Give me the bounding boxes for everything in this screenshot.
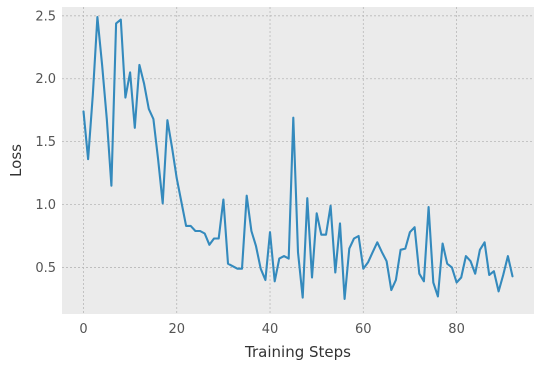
loss-series-line	[82, 16, 514, 300]
y-tick-label: 1.5	[35, 135, 56, 150]
y-tick-label: 0.5	[35, 261, 56, 276]
x-tick-label: 60	[355, 322, 372, 337]
x-tick-label: 20	[168, 322, 185, 337]
tick-labels: 0 20 40 60 80 0.5 1.0 1.5 2.0 2.5	[35, 9, 465, 337]
y-tick-label: 1.0	[35, 198, 56, 213]
y-tick-label: 2.0	[35, 72, 56, 87]
grid-lines	[62, 7, 534, 314]
x-axis-label: Training Steps	[244, 343, 351, 361]
y-tick-label: 2.5	[35, 9, 56, 24]
plot-background	[62, 7, 534, 314]
y-axis-label: Loss	[7, 144, 25, 177]
series-layer	[82, 16, 514, 300]
x-tick-label: 80	[448, 322, 465, 337]
x-tick-label: 0	[79, 322, 87, 337]
x-tick-label: 40	[262, 322, 279, 337]
